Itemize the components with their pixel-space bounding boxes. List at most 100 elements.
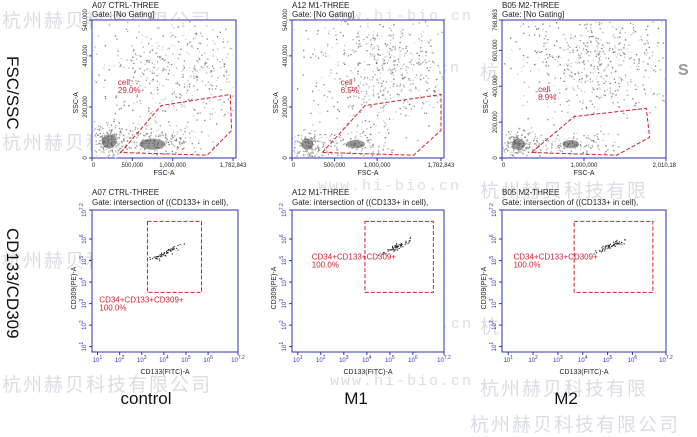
x-axis-label: CD133(FITC)-A xyxy=(343,369,392,376)
x-tick-label: 106 xyxy=(408,355,418,364)
y-tick-label: 104 xyxy=(279,277,288,287)
plot-frame xyxy=(291,209,445,353)
gate-percent: 6.5% xyxy=(341,86,359,95)
density-core xyxy=(511,138,525,150)
y-tick-label: 101 xyxy=(79,342,88,352)
event-cluster xyxy=(149,243,185,262)
x-tick-label: 104 xyxy=(362,355,372,364)
gate-rectangle xyxy=(573,220,654,293)
x-tick-label: 101 xyxy=(93,355,103,364)
event-cloud xyxy=(502,21,666,159)
y-tick-label: 103 xyxy=(79,299,88,309)
gate-percent: 100.0% xyxy=(513,261,540,270)
y-tick-label: 102 xyxy=(279,320,288,330)
x-tick-label: 0 xyxy=(92,163,96,169)
y-tick-label: 105 xyxy=(489,256,498,266)
panel-subtitle: Gate: intersection of ((CD133+ in cell), xyxy=(92,198,228,207)
x-tick-label: 105 xyxy=(181,355,191,364)
y-axis-label: SSC-A xyxy=(483,92,490,114)
gate-name: cell xyxy=(538,85,550,94)
x-tick-label: 500,000 xyxy=(121,163,143,169)
density-core xyxy=(301,138,314,150)
y-tick-label: 103 xyxy=(279,299,288,309)
event-cloud xyxy=(292,20,445,159)
gate-polygon xyxy=(321,93,442,156)
x-tick-label: 101 xyxy=(503,355,513,364)
x-tick-label: 1,000,000 xyxy=(364,163,391,169)
x-tick-label: 104 xyxy=(159,355,169,364)
column-label-m1: M1 xyxy=(344,389,368,408)
column-label-m2: M2 xyxy=(554,389,578,408)
x-tick-label: 1,000,000 xyxy=(571,163,598,169)
column-label-control: control xyxy=(120,389,172,408)
x-tick-label: 1,000,000 xyxy=(159,163,186,169)
x-tick-label: 103 xyxy=(137,355,147,364)
event-cluster xyxy=(378,236,411,257)
y-tick-label: 400,000 xyxy=(283,44,289,66)
y-tick-label: 105 xyxy=(79,256,88,266)
event-cluster xyxy=(593,239,626,255)
y-tick-label: 103 xyxy=(489,299,498,309)
y-tick-label: 106 xyxy=(489,234,498,244)
y-axis-label: SSC-A xyxy=(73,92,80,114)
x-axis-label: CD133(FITC)-A xyxy=(559,369,608,376)
y-tick-label: 540,000 xyxy=(83,9,89,31)
y-tick-label: 600,000 xyxy=(493,39,499,61)
x-tick-label: 101 xyxy=(293,355,303,364)
y-tick-label: 102 xyxy=(79,320,88,330)
x-tick-label: 105 xyxy=(603,355,613,364)
gate-name: CD34+CD133+CD309+ xyxy=(99,295,184,304)
y-axis-label: CD309(PE)-A xyxy=(271,266,278,309)
x-tick-label: 102 xyxy=(528,355,538,364)
x-tick-label: 102 xyxy=(115,355,125,364)
y-tick-label: 200,000 xyxy=(493,111,499,133)
density-core xyxy=(102,134,117,149)
y-tick-label: 540,000 xyxy=(283,9,289,31)
panel-title: B05 M2-THREE xyxy=(502,1,559,10)
x-tick-label: 102 xyxy=(316,355,326,364)
y-tick-label: 400,000 xyxy=(83,44,89,66)
y-tick-label: 106 xyxy=(79,234,88,244)
row-label-fsc-ssc: FSC/SSC xyxy=(3,56,22,130)
y-tick-label: 102 xyxy=(489,320,498,330)
x-axis-label: FSC-A xyxy=(358,170,379,177)
x-tick-label: 107.2 xyxy=(231,355,245,364)
y-tick-label: 768,863 xyxy=(493,9,499,31)
x-axis-label: FSC-A xyxy=(574,170,595,177)
plot-frame xyxy=(501,209,667,353)
y-tick-label: 104 xyxy=(79,277,88,287)
x-tick-label: 1,782,843 xyxy=(428,163,455,169)
plot-frame xyxy=(91,209,239,353)
x-tick-label: 107.2 xyxy=(437,355,451,364)
y-tick-label: 107.2 xyxy=(489,203,498,217)
panel-title: A07 CTRL-THREE xyxy=(92,188,159,197)
panel-subtitle: Gate: [No Gating] xyxy=(502,10,564,19)
y-tick-label: 0 xyxy=(83,156,89,160)
panel-subtitle: Gate: intersection of ((CD133+ in cell), xyxy=(502,198,638,207)
panel-subtitle: Gate: [No Gating] xyxy=(292,10,354,19)
x-tick-label: 103 xyxy=(553,355,563,364)
gate-percent: 100.0% xyxy=(99,303,126,312)
y-tick-label: 105 xyxy=(279,256,288,266)
x-axis-label: FSC-A xyxy=(154,170,175,177)
gate-percent: 8.9% xyxy=(538,93,556,102)
y-tick-label: 106 xyxy=(279,234,288,244)
x-tick-label: 103 xyxy=(339,355,349,364)
gate-rectangle xyxy=(364,220,434,293)
gate-rectangle xyxy=(146,220,203,293)
gate-percent: 29.0% xyxy=(118,86,141,95)
gate-polygon xyxy=(119,93,233,156)
x-tick-label: 104 xyxy=(578,355,588,364)
x-tick-label: 0 xyxy=(292,163,296,169)
x-tick-label: 106 xyxy=(203,355,213,364)
y-tick-label: 104 xyxy=(489,277,498,287)
panel-title: B05 M2-THREE xyxy=(502,188,559,197)
y-axis-label: CD309(PE)-A xyxy=(481,266,488,309)
y-tick-label: 200,000 xyxy=(283,95,289,117)
